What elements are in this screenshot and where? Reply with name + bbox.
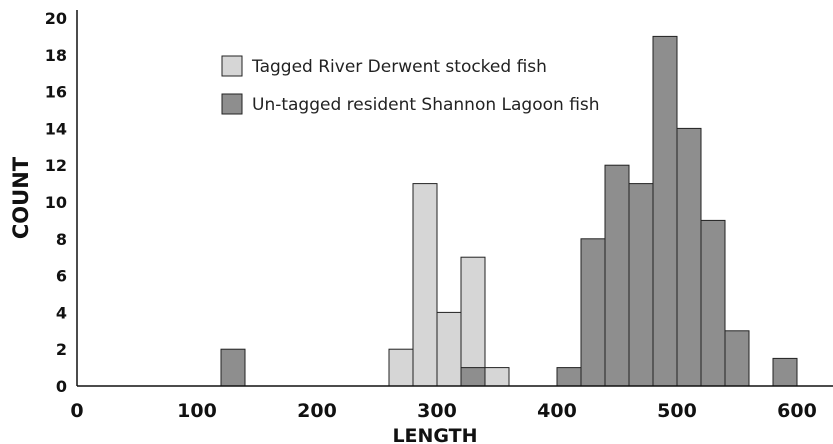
y-tick-label-2: 4 [56, 303, 67, 322]
bar-series-0-bin-3 [460, 256, 486, 387]
bars-layer [220, 35, 798, 387]
y-tick-label-10: 20 [45, 9, 67, 28]
x-tick-label-2: 200 [297, 400, 337, 422]
y-tick-label-8: 16 [45, 83, 67, 102]
x-axis-title: LENGTH [392, 425, 477, 444]
bar-series-0-bin-0 [388, 348, 414, 387]
bar-series-1-bin-4 [604, 164, 630, 387]
bar-series-1-bin-6 [652, 35, 678, 387]
bar-series-1-bin-5 [628, 183, 654, 387]
ticks-layer: 0 100 200 300 400 500 600 0 2 4 6 8 10 12 14 16 18 20 [45, 9, 817, 422]
y-axis-title: COUNT [9, 156, 33, 239]
x-tick-label-3: 300 [417, 400, 457, 422]
y-tick-label-7: 14 [45, 119, 67, 138]
bar-series-1-bin-7 [676, 127, 702, 387]
legend-swatch-1 [221, 93, 243, 115]
y-tick-label-1: 2 [56, 340, 67, 359]
axes-layer [76, 10, 833, 387]
bar-series-1-bin-8 [700, 219, 726, 387]
bar-series-1-bin-1 [460, 367, 486, 387]
legend-swatch-0 [221, 55, 243, 77]
legend: Tagged River Derwent stocked fish Un-tagg… [221, 55, 600, 115]
bar-series-1-bin-2 [556, 367, 582, 387]
y-tick-label-3: 6 [56, 267, 67, 286]
bar-series-1-bin-10 [772, 357, 798, 387]
y-tick-label-9: 18 [45, 46, 67, 65]
legend-label-1: Un-tagged resident Shannon Lagoon fish [252, 95, 600, 115]
bar-series-0-bin-1 [412, 183, 438, 387]
y-tick-label-0: 0 [56, 377, 67, 396]
x-tick-label-6: 600 [777, 400, 817, 422]
x-tick-label-0: 0 [70, 400, 83, 422]
y-tick-label-6: 12 [45, 156, 67, 175]
bar-series-1-bin-9 [724, 330, 750, 387]
x-tick-label-1: 100 [177, 400, 217, 422]
x-tick-label-4: 400 [537, 400, 577, 422]
y-tick-label-5: 10 [45, 193, 67, 212]
bar-series-0-bin-2 [436, 311, 462, 387]
y-tick-label-4: 8 [56, 230, 67, 249]
legend-label-0: Tagged River Derwent stocked fish [251, 57, 547, 77]
bar-series-1-bin-3 [580, 238, 606, 387]
bar-series-1-bin-0 [220, 348, 246, 387]
bar-series-0-bin-4 [484, 367, 510, 387]
x-tick-label-5: 500 [657, 400, 697, 422]
